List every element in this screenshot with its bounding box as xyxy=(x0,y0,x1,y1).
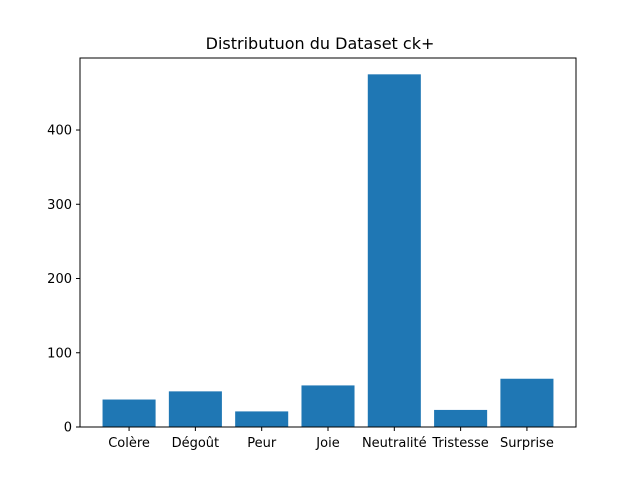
y-tick-label: 400 xyxy=(47,124,72,139)
bar-0 xyxy=(103,400,156,427)
y-tick-label: 100 xyxy=(47,346,72,361)
x-tick-label: Dégoût xyxy=(172,436,220,451)
y-tick-label: 200 xyxy=(47,272,72,287)
bar-4 xyxy=(368,74,421,427)
chart-title: Distributuon du Dataset ck+ xyxy=(206,34,435,53)
bar-6 xyxy=(500,379,553,427)
bar-5 xyxy=(434,410,487,427)
y-tick-label: 300 xyxy=(47,198,72,213)
x-tick-label: Tristesse xyxy=(431,436,488,451)
x-tick-label: Peur xyxy=(247,436,277,451)
x-tick-label: Joie xyxy=(315,436,339,451)
bar-2 xyxy=(235,411,288,427)
x-tick-label: Surprise xyxy=(500,436,554,451)
bar-1 xyxy=(169,391,222,427)
y-tick-label: 0 xyxy=(64,421,72,436)
x-tick-label: Neutralité xyxy=(362,436,427,451)
x-tick-label: Colère xyxy=(108,436,150,451)
bar-3 xyxy=(301,385,354,427)
